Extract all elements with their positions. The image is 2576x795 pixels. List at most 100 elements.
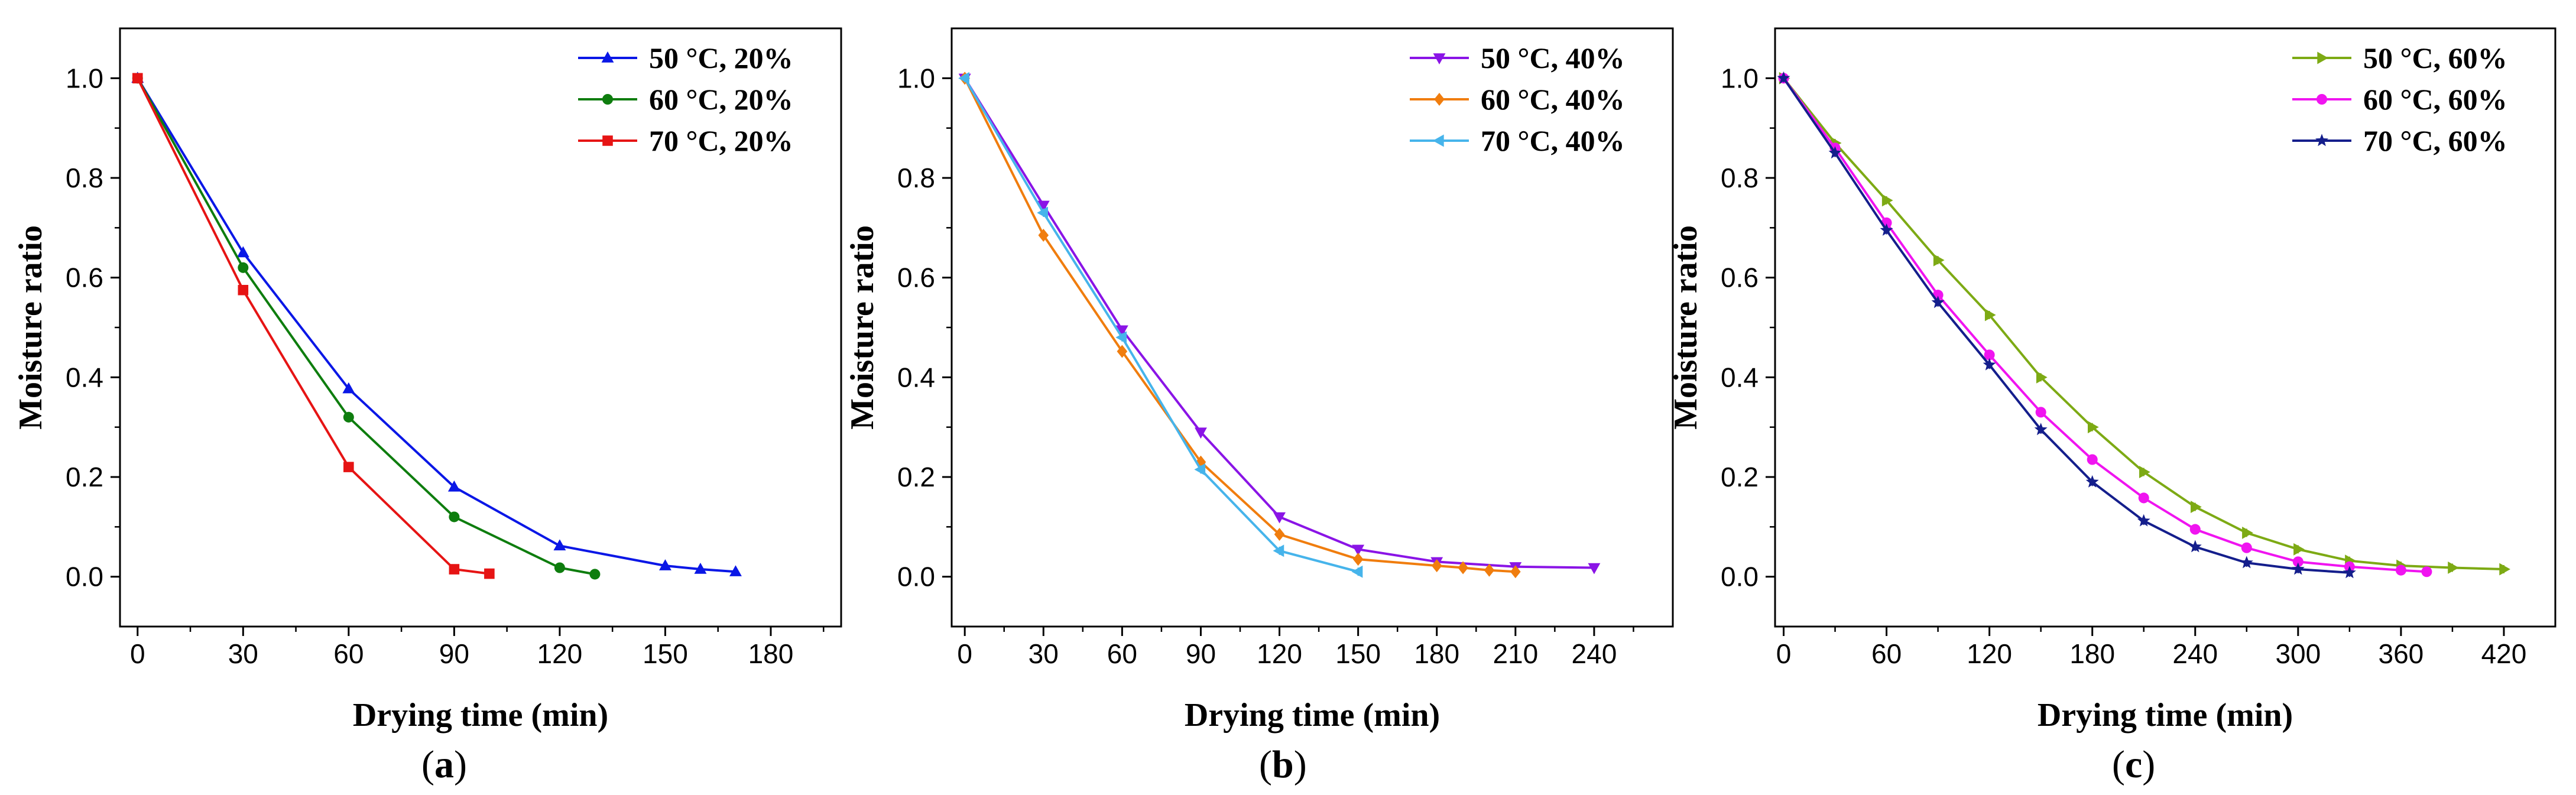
data-point [2343, 566, 2356, 579]
data-point [238, 262, 249, 273]
data-point [2499, 563, 2510, 576]
x-tick-label: 60 [333, 638, 364, 669]
data-point [2448, 562, 2459, 574]
y-tick-label: 0.0 [66, 562, 103, 592]
series-line [1782, 77, 2350, 574]
data-point [2139, 466, 2150, 479]
x-tick-label: 180 [2069, 638, 2115, 669]
y-axis-title: Moisture ratio [12, 225, 49, 430]
x-tick-label: 300 [2275, 638, 2321, 669]
y-tick-label: 0.8 [897, 163, 935, 193]
y-tick-label: 0.6 [66, 262, 103, 293]
data-point [1933, 254, 1945, 267]
data-point [2292, 556, 2304, 567]
data-point [554, 562, 565, 573]
data-point [343, 462, 354, 472]
y-tick-label: 0.0 [897, 562, 935, 592]
legend-marker [601, 51, 614, 63]
x-tick-label: 120 [1257, 638, 1302, 669]
series-3 [1777, 71, 2356, 579]
legend-entry: 60 °C, 60% [2292, 83, 2507, 116]
panel-label: (a) [421, 743, 467, 786]
x-tick-label: 0 [130, 638, 145, 669]
y-tick-label: 0.6 [897, 262, 935, 293]
data-point [1351, 565, 1363, 578]
data-point [553, 539, 566, 551]
data-point [1038, 228, 1049, 242]
legend-label: 70 °C, 60% [2363, 124, 2507, 157]
legend-marker [1434, 93, 1445, 106]
data-point [1195, 427, 1207, 439]
series-line [137, 77, 595, 576]
legend-entry: 70 °C, 40% [1410, 124, 1625, 157]
panel-label: (b) [1259, 743, 1307, 786]
y-tick-label: 0.4 [1721, 362, 1759, 392]
legend-entry: 50 °C, 60% [2292, 41, 2507, 74]
data-point [132, 73, 143, 84]
legend-marker [602, 93, 614, 105]
x-tick-label: 0 [1776, 638, 1792, 669]
x-tick-label: 180 [748, 638, 794, 669]
data-point [2240, 556, 2253, 569]
y-tick-label: 0.4 [897, 362, 935, 392]
legend-label: 50 °C, 40% [1481, 41, 1625, 74]
y-axis-title: Moisture ratio [844, 225, 881, 430]
y-tick-label: 1.0 [66, 63, 103, 93]
data-point [2421, 566, 2432, 577]
data-point [343, 411, 354, 423]
data-point [2241, 542, 2252, 553]
data-point [1458, 561, 1468, 575]
data-point [2035, 407, 2046, 418]
panel-c: 0 60 120 180 240 300 360 420 0.0 0.2 0.4 0.6 0.8 1.0 D… [1667, 27, 2556, 786]
legend-label: 60 °C, 40% [1481, 83, 1625, 116]
legend-label: 50 °C, 20% [649, 41, 793, 74]
y-tick-label: 0.0 [1721, 562, 1759, 592]
y-tick-label: 0.4 [66, 362, 103, 392]
x-tick-label: 150 [643, 638, 688, 669]
data-point [1880, 223, 1893, 236]
data-point [1115, 331, 1127, 344]
y-tick-label: 0.8 [66, 163, 103, 193]
data-point [2395, 564, 2406, 576]
data-point [2138, 492, 2149, 504]
legend-marker [1433, 53, 1446, 64]
data-point [236, 246, 249, 258]
data-point [1352, 544, 1365, 556]
data-point [1881, 194, 1893, 207]
data-point [2191, 501, 2202, 514]
legend-marker [2315, 134, 2328, 147]
y-tick-label: 1.0 [897, 63, 935, 93]
data-point [1931, 296, 1945, 309]
series-line [137, 77, 736, 573]
y-tick-label: 0.6 [1721, 262, 1759, 293]
x-tick-label: 150 [1335, 638, 1381, 669]
data-point [1194, 463, 1206, 476]
data-point [2137, 514, 2150, 527]
x-tick-label: 90 [1186, 638, 1216, 669]
data-point [1983, 358, 1996, 371]
legend-marker [602, 135, 613, 146]
y-tick-label: 0.2 [66, 462, 103, 492]
data-point [729, 565, 742, 576]
data-point [2242, 527, 2253, 539]
legend-entry: 50 °C, 40% [1410, 41, 1625, 74]
x-tick-label: 240 [1572, 638, 1617, 669]
data-point [2291, 562, 2305, 575]
data-point [2036, 371, 2048, 384]
data-point [1115, 325, 1128, 337]
legend-entry: 70 °C, 60% [2292, 124, 2507, 157]
plot-frame [1774, 27, 2556, 628]
data-point [1117, 345, 1128, 358]
data-point [342, 382, 355, 394]
data-point [2085, 475, 2099, 488]
series-1 [131, 72, 742, 576]
plot-frame [119, 27, 842, 628]
data-point [1273, 512, 1286, 524]
x-tick-label: 120 [1967, 638, 2012, 669]
data-point [1352, 553, 1364, 566]
x-tick-label: 90 [439, 638, 469, 669]
data-point [658, 559, 671, 570]
x-tick-label: 210 [1493, 638, 1538, 669]
x-tick-label: 0 [957, 638, 972, 669]
data-point [449, 511, 460, 523]
